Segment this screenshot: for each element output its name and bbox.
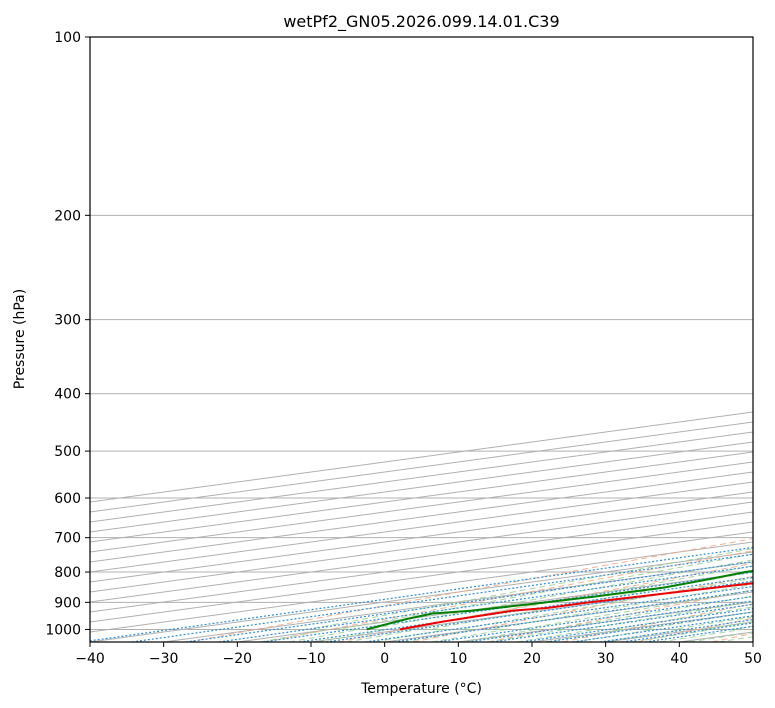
- isotherm-line: [90, 451, 753, 543]
- mixing-ratio-line: [326, 580, 753, 642]
- x-tick-label: 0: [380, 651, 389, 667]
- isotherm-grid: [90, 411, 753, 642]
- x-tick-label: 40: [670, 651, 688, 667]
- y-tick-label: 900: [54, 595, 81, 611]
- moist-adiabat: [431, 583, 753, 642]
- y-axis-ticks: 100 200 300 400 500 600 700 800 900 1000: [45, 30, 90, 638]
- x-tick-label: 30: [597, 651, 615, 667]
- dry-adiabat: [188, 538, 753, 642]
- x-tick-label: 20: [523, 651, 541, 667]
- isotherm-line: [90, 471, 753, 563]
- moist-adiabat: [317, 559, 753, 642]
- moist-adiabat: [403, 577, 753, 642]
- isotherm-line: [90, 491, 753, 583]
- y-tick-label: 600: [54, 491, 81, 507]
- x-tick-label: 50: [744, 651, 762, 667]
- moist-adiabat: [260, 548, 753, 642]
- x-tick-label: −30: [149, 651, 179, 667]
- y-tick-label: 500: [54, 444, 81, 460]
- isobar-grid: [90, 37, 753, 630]
- isotherm-line: [90, 501, 753, 593]
- mixing-ratio-line: [394, 589, 753, 642]
- y-tick-label: 1000: [45, 622, 81, 638]
- isotherm-line: [90, 521, 753, 613]
- moist-adiabat: [289, 553, 753, 642]
- y-tick-label: 300: [54, 313, 81, 329]
- isotherm-line: [90, 531, 753, 623]
- x-tick-label: −10: [296, 651, 326, 667]
- mixing-ratio-line: [365, 585, 753, 642]
- chart-title: wetPf2_GN05.2026.099.14.01.C39: [283, 12, 559, 32]
- y-tick-label: 400: [54, 387, 81, 403]
- y-axis-label: Pressure (hPa): [12, 289, 28, 389]
- plot-frame: [89, 36, 754, 643]
- x-axis-ticks: −40 −30 −20 −10 0 10 20 30 40 50: [75, 642, 762, 667]
- y-tick-label: 200: [54, 208, 81, 224]
- x-tick-label: 10: [449, 651, 467, 667]
- y-tick-label: 800: [54, 565, 81, 581]
- mixing-ratio-line: [185, 561, 753, 642]
- y-tick-label: 700: [54, 531, 81, 547]
- x-axis-label: Temperature (°C): [360, 681, 482, 697]
- dry-adiabat: [412, 575, 753, 642]
- isotherm-line: [90, 461, 753, 553]
- plot-area: 0.10.20.40.611.52346810131620253036-100-…: [90, 37, 753, 642]
- y-tick-label: 100: [54, 30, 81, 46]
- isotherm-line: [90, 481, 753, 573]
- profile-line: [366, 569, 753, 631]
- x-tick-label: −40: [75, 651, 105, 667]
- isotherm-line: [90, 511, 753, 603]
- x-tick-label: −20: [223, 651, 253, 667]
- mixing-ratio-line: [436, 595, 753, 642]
- profile-series: [366, 569, 753, 631]
- moist-adiabats: [260, 548, 753, 642]
